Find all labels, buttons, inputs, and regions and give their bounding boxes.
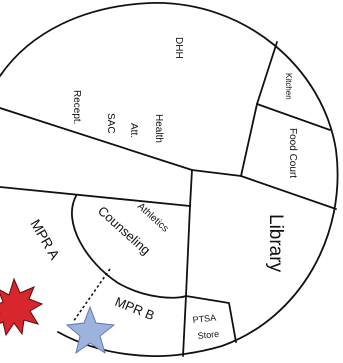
room-label-food-court: Food Court bbox=[287, 128, 298, 178]
room-label-mpr-a: MPR A bbox=[27, 217, 63, 263]
room-label-att: Att. bbox=[128, 123, 139, 138]
kitchen-left-wall bbox=[256, 41, 278, 105]
star-icon bbox=[65, 305, 116, 355]
room-label-library: Library bbox=[265, 214, 286, 273]
upper-wall bbox=[0, 107, 193, 171]
library-left-wall bbox=[185, 205, 191, 297]
middle-wall bbox=[0, 186, 191, 207]
room-label-mpr-b: MPR B bbox=[113, 294, 157, 323]
mpr-divider bbox=[72, 268, 111, 323]
room-label-store: Store bbox=[197, 329, 219, 341]
room-label-ptsa: PTSA bbox=[192, 313, 216, 325]
kitchen-foodcourt-wall bbox=[240, 103, 258, 177]
room-label-kitchen: Kitchen bbox=[284, 73, 293, 100]
burst-icon bbox=[0, 277, 44, 337]
ptsa-box bbox=[185, 295, 237, 343]
building-outline bbox=[0, 2, 339, 358]
library-right-wall bbox=[240, 175, 337, 210]
center-wall bbox=[189, 169, 193, 207]
counseling-arc bbox=[71, 195, 187, 299]
room-label-sac: SAC bbox=[105, 113, 116, 134]
room-label-dhh: DHH bbox=[173, 37, 184, 59]
room-label-recept: Recept. bbox=[71, 90, 82, 124]
library-top-wall bbox=[191, 169, 242, 177]
kitchen-foodcourt-divider bbox=[256, 103, 331, 131]
room-label-athletics: Athletics bbox=[135, 201, 170, 234]
room-label-health: Health bbox=[153, 114, 164, 143]
mprb-right-wall bbox=[182, 295, 187, 357]
